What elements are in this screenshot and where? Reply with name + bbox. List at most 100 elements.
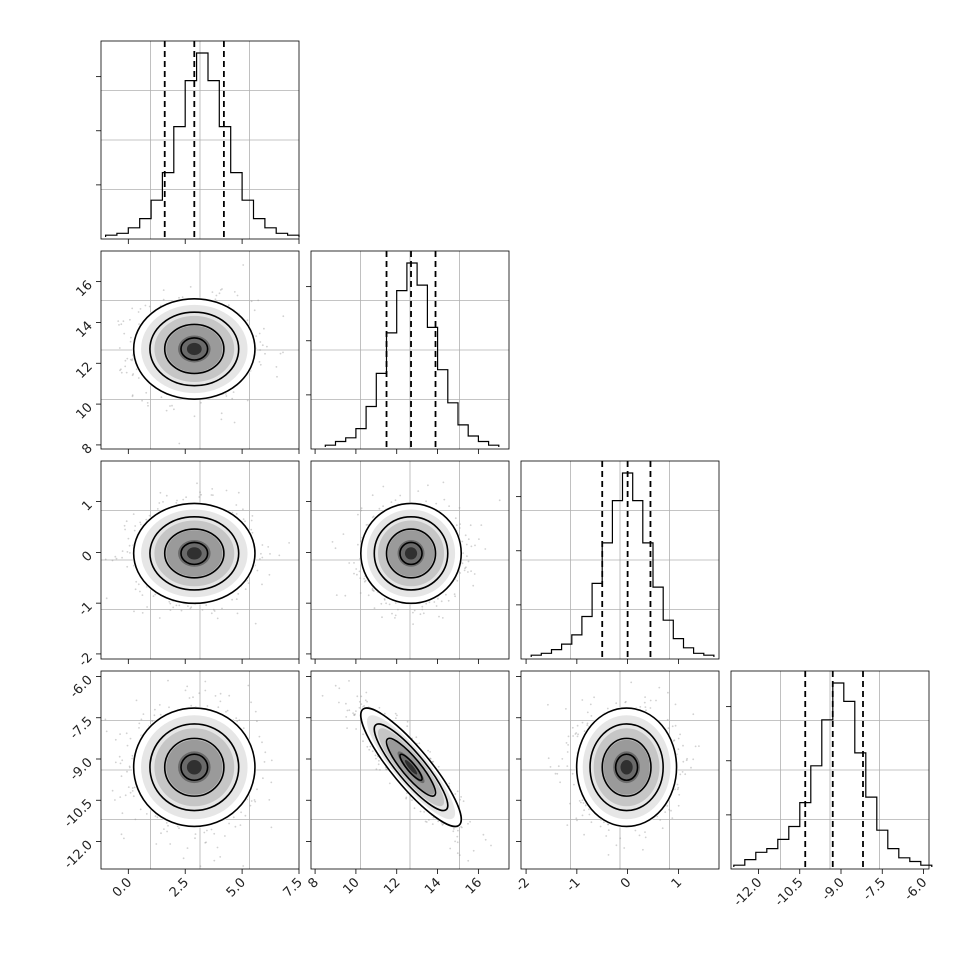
scatter-point [394, 614, 397, 617]
scatter-point [206, 705, 209, 707]
scatter-point [250, 528, 253, 531]
scatter-point [210, 494, 213, 496]
scatter-point [677, 737, 680, 740]
scatter-point [256, 788, 258, 791]
scatter-point [355, 568, 358, 570]
scatter-point [357, 543, 359, 546]
scatter-point [182, 498, 185, 501]
scatter-point [589, 703, 592, 706]
scatter-point [454, 595, 456, 598]
scatter-point [132, 373, 135, 375]
scatter-point [138, 727, 140, 729]
scatter-point [462, 552, 464, 554]
scatter-point [394, 712, 397, 715]
scatter-point [211, 488, 214, 490]
scatter-point [251, 531, 254, 534]
scatter-point [367, 594, 370, 597]
scatter-point [254, 622, 257, 625]
scatter-point [187, 605, 189, 607]
scatter-point [679, 733, 681, 736]
scatter-point [121, 556, 123, 559]
scatter-point [264, 751, 267, 754]
scatter-point [104, 558, 107, 561]
scatter-point [114, 761, 117, 764]
scatter-point [357, 513, 359, 516]
scatter-point [121, 759, 124, 762]
scatter-point [119, 733, 121, 735]
scatter-point [460, 796, 462, 798]
scatter-point [358, 700, 361, 703]
scatter-point [385, 768, 388, 771]
scatter-point [334, 684, 337, 687]
scatter-point [278, 554, 281, 557]
scatter-point [205, 604, 208, 607]
scatter-point [215, 294, 218, 297]
scatter-point [565, 708, 567, 710]
scatter-point [160, 396, 163, 399]
scatter-point [169, 609, 172, 611]
scatter-point [577, 733, 579, 736]
scatter-point [134, 818, 137, 821]
scatter-point [244, 520, 246, 523]
scatter-point [224, 835, 226, 837]
scatter-point [467, 538, 470, 541]
scatter-point [141, 612, 144, 614]
scatter-point [459, 523, 461, 525]
scatter-point [397, 608, 399, 611]
scatter-point [169, 405, 171, 407]
scatter-point [566, 824, 569, 826]
scatter-point [358, 706, 361, 709]
scatter-point [213, 859, 216, 862]
scatter-point [379, 769, 381, 771]
scatter-point [437, 597, 439, 600]
scatter-point [221, 607, 223, 610]
scatter-point [156, 816, 159, 819]
scatter-point [167, 679, 169, 682]
contour-line [180, 337, 209, 361]
scatter-point [172, 606, 175, 609]
scatter-point [498, 499, 501, 502]
pair-panel-2-1 [310, 460, 510, 660]
scatter-point [338, 687, 341, 690]
scatter-point [348, 562, 351, 564]
scatter-point [131, 394, 134, 397]
scatter-point [160, 832, 162, 835]
scatter-point [586, 711, 589, 714]
scatter-point [677, 748, 680, 751]
hist-panel-2 [516, 460, 720, 660]
scatter-point [162, 501, 164, 503]
scatter-point [118, 324, 120, 326]
scatter-point [676, 788, 679, 791]
scatter-point [220, 418, 223, 421]
scatter-point [359, 592, 362, 594]
scatter-point [120, 833, 123, 836]
scatter-point [159, 491, 162, 494]
scatter-point [396, 714, 398, 717]
scatter-point [467, 560, 470, 563]
scatter-point [162, 298, 165, 301]
scatter-point [412, 611, 414, 614]
scatter-point [148, 305, 151, 308]
scatter-point [129, 358, 132, 361]
scatter-point [356, 573, 358, 576]
scatter-point [219, 856, 222, 858]
scatter-point [373, 607, 376, 609]
scatter-point [264, 352, 266, 355]
scatter-point [572, 735, 574, 737]
scatter-point [236, 294, 239, 297]
scatter-point [418, 742, 421, 745]
pair-panel-1-0 [100, 250, 300, 450]
scatter-point [425, 821, 428, 823]
scatter-point [360, 695, 363, 698]
contour-line [163, 323, 225, 375]
scatter-point [122, 320, 125, 323]
scatter-point [137, 311, 140, 313]
pair-panel-2-0 [100, 460, 300, 660]
scatter-point [162, 289, 165, 291]
scatter-point [115, 557, 118, 560]
scatter-point [427, 484, 429, 487]
scatter-point [137, 583, 140, 586]
scatter-point [131, 787, 134, 789]
scatter-point [244, 588, 247, 590]
scatter-point [210, 612, 213, 615]
